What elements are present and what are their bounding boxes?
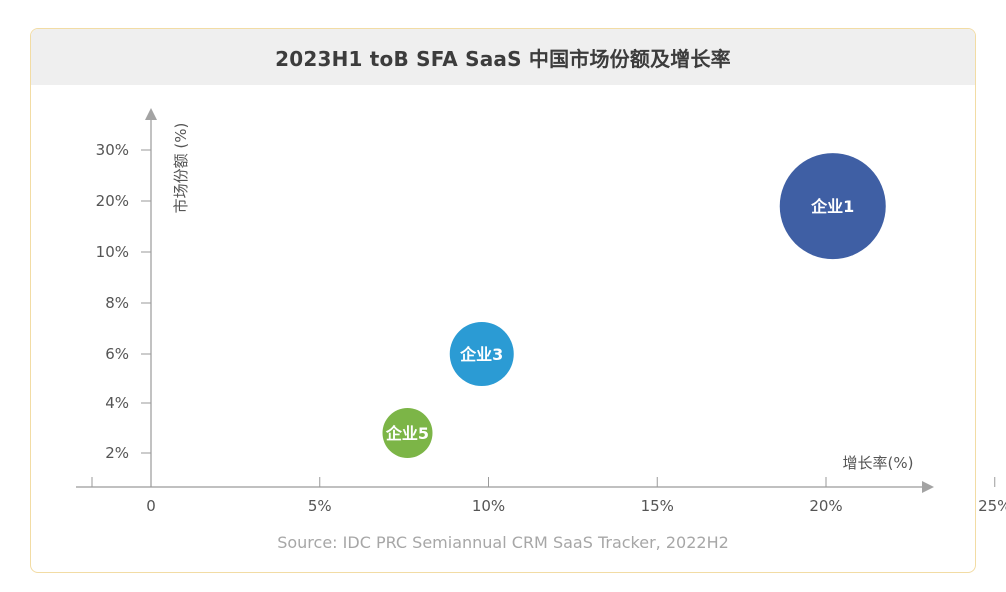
y-tick-label: 2% (105, 444, 129, 462)
bubble-label: 企业3 (459, 345, 503, 364)
source-note: Source: IDC PRC Semiannual CRM SaaS Trac… (277, 533, 729, 552)
x-tick-label: 5% (308, 497, 332, 515)
x-tick-label: 0 (146, 497, 156, 515)
x-tick-label: 20% (809, 497, 842, 515)
bubble-label: 企业5 (385, 424, 429, 443)
y-axis-arrow (145, 108, 157, 120)
x-tick-label: 15% (641, 497, 674, 515)
x-axis-arrow (922, 481, 934, 493)
x-tick-label: 10% (472, 497, 505, 515)
x-axis-title: 增长率(%) (843, 454, 914, 472)
bubble-1 (779, 153, 886, 260)
chart-card: 2023H1 toB SFA SaaS 中国市场份额及增长率 Source: I… (30, 28, 976, 573)
y-tick-label: 4% (105, 394, 129, 412)
y-tick-label: 8% (105, 294, 129, 312)
x-tick-label: 25% (978, 497, 1006, 515)
y-tick-label: 10% (96, 243, 129, 261)
title-bar: 2023H1 toB SFA SaaS 中国市场份额及增长率 (31, 29, 975, 85)
bubble-label: 企业1 (810, 197, 854, 216)
y-tick-label: 6% (105, 345, 129, 363)
chart-title: 2023H1 toB SFA SaaS 中国市场份额及增长率 (275, 46, 731, 71)
y-tick-label: 20% (96, 192, 129, 210)
y-axis-title: 市场份额 (%) (172, 123, 190, 214)
bubble-2 (449, 322, 514, 386)
bubble-3 (382, 408, 433, 458)
y-tick-label: 30% (96, 141, 129, 159)
